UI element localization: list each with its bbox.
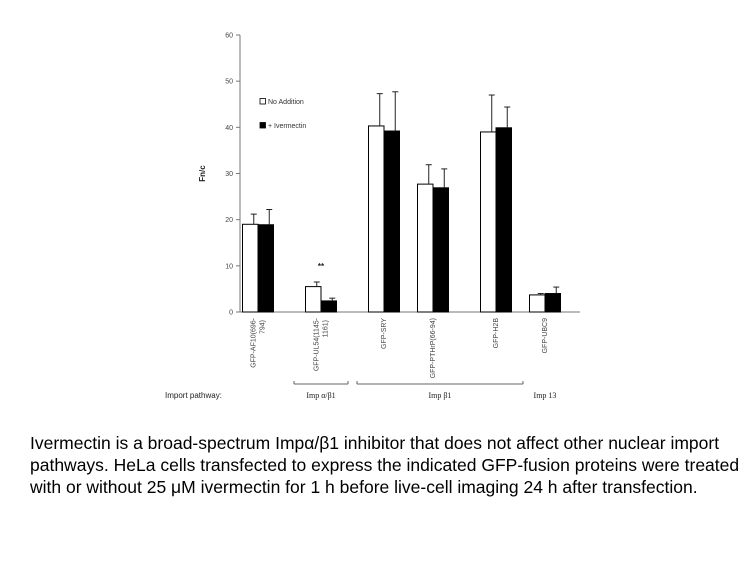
y-axis-label: Fn/c — [198, 165, 207, 182]
significance-annotation: ** — [318, 262, 325, 271]
pathway-group-label: Imp 13 — [534, 391, 557, 400]
y-tick-label: 0 — [229, 310, 233, 317]
bar — [544, 293, 561, 313]
y-tick-label: 10 — [225, 263, 233, 270]
bar — [320, 300, 337, 313]
x-tick-label: GFP-H2B — [493, 318, 500, 349]
bar — [417, 183, 434, 313]
legend-label: No Addition — [268, 99, 304, 106]
x-tick-label-line: 794) — [260, 320, 267, 334]
legend-swatch — [259, 98, 266, 105]
y-tick-label: 20 — [225, 217, 233, 224]
x-tick-label: GFP-PTHrP(66-94) — [430, 318, 437, 378]
x-tick-label: GFP-UL54(1145- 1161) — [314, 317, 330, 371]
y-tick-label: 30 — [225, 171, 233, 178]
x-tick-label-line: GFP-UL54(1145- — [314, 317, 321, 371]
y-tick-label: 60 — [225, 33, 233, 40]
bar — [480, 131, 497, 313]
bar — [383, 130, 400, 313]
bar — [257, 224, 274, 313]
figure-caption: Ivermectin is a broad-spectrum Impα/β1 i… — [30, 433, 740, 497]
x-tick-label: GFP-AF10(696- 794) — [251, 317, 267, 367]
pathway-group-label: Imp α/β1 — [306, 391, 335, 400]
legend-swatch — [259, 122, 266, 129]
bar — [495, 127, 512, 313]
bar — [242, 223, 259, 313]
x-tick-label-line: 1161) — [323, 320, 330, 337]
x-tick-label: GFP-UBC9 — [542, 318, 549, 354]
pathway-group-label: Imp β1 — [429, 391, 452, 400]
x-tick-label-line: GFP-SRY — [381, 318, 388, 349]
figure-chart: 0 10 20 30 40 50 60 Fn/c GFP-AF10(696- 794) GFP-UL… — [165, 33, 580, 400]
x-tick-label-line: GFP-UBC9 — [542, 318, 549, 354]
x-tick-label-line: GFP-PTHrP(66-94) — [430, 318, 437, 378]
y-tick-label: 40 — [225, 125, 233, 132]
bar — [305, 286, 322, 313]
bar — [368, 125, 385, 313]
bar — [432, 187, 449, 313]
import-pathway-label: Import pathway: — [165, 391, 222, 400]
x-tick-label-line: GFP-H2B — [493, 318, 500, 349]
bar-chart: 0 10 20 30 40 50 60 Fn/c GFP-AF10(696- 794) GFP-UL… — [165, 33, 580, 400]
x-tick-label-line: GFP-AF10(696- — [251, 317, 258, 367]
legend-label: + Ivermectin — [268, 123, 306, 130]
y-tick-label: 50 — [225, 79, 233, 86]
x-tick-label: GFP-SRY — [381, 318, 388, 349]
bar — [529, 294, 546, 313]
